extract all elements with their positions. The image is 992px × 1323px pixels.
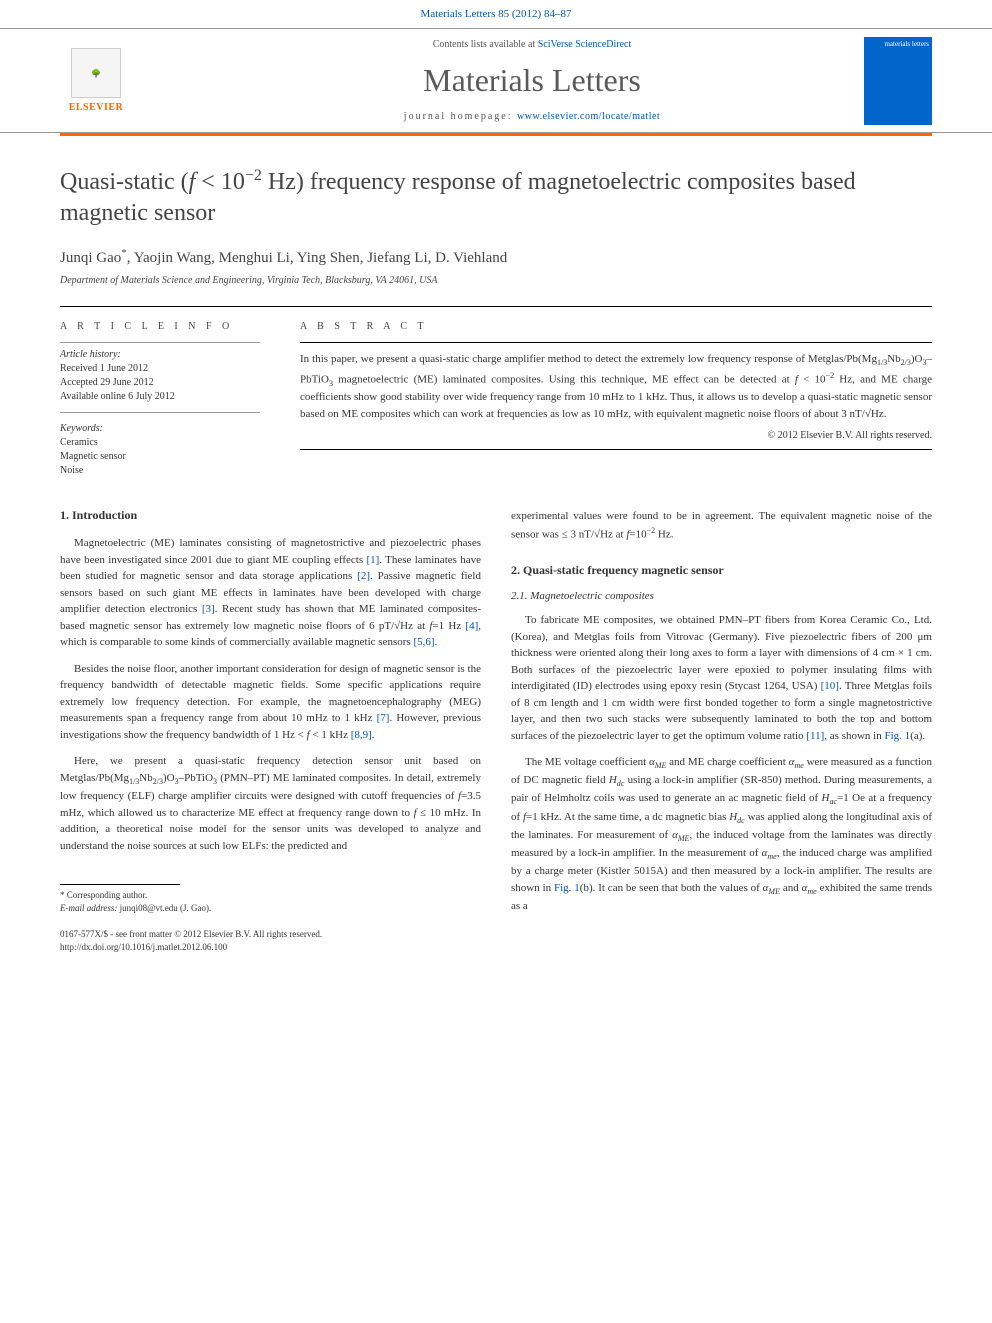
abstract-text: In this paper, we present a quasi-static… <box>300 351 932 422</box>
section-2-1-heading: 2.1. Magnetoelectric composites <box>511 590 932 602</box>
keyword: Magnetic sensor <box>60 450 260 464</box>
journal-header-center: Contents lists available at SciVerse Sci… <box>132 39 932 122</box>
rule-above-meta <box>60 306 932 307</box>
paragraph-continuation: experimental values were found to be in … <box>511 508 932 543</box>
email-label: E-mail address: <box>60 903 117 913</box>
right-column: experimental values were found to be in … <box>511 508 932 953</box>
elsevier-logo: 🌳 ELSEVIER <box>60 41 132 121</box>
article-info-heading: A R T I C L E I N F O <box>60 321 260 332</box>
abstract-block: A B S T R A C T In this paper, we presen… <box>300 321 932 478</box>
section-1-heading: 1. Introduction <box>60 508 481 523</box>
meta-row: A R T I C L E I N F O Article history: R… <box>60 321 932 478</box>
paragraph: Magnetoelectric (ME) laminates consistin… <box>60 535 481 651</box>
article-info-block: A R T I C L E I N F O Article history: R… <box>60 321 260 478</box>
history-item: Received 1 June 2012 <box>60 362 260 376</box>
contents-line: Contents lists available at SciVerse Sci… <box>132 39 932 50</box>
citation-text: Materials Letters 85 (2012) 84–87 <box>421 8 572 20</box>
journal-cover-thumb: materials letters <box>864 37 932 125</box>
abstract-rule-bottom <box>300 449 932 450</box>
homepage-prefix: journal homepage: <box>404 111 517 122</box>
email-address: junqi08@vt.edu (J. Gao). <box>120 903 212 913</box>
paragraph: To fabricate ME composites, we obtained … <box>511 612 932 744</box>
issn-line: 0167-577X/$ - see front matter © 2012 El… <box>60 928 481 941</box>
section-2-heading: 2. Quasi-static frequency magnetic senso… <box>511 563 932 578</box>
abstract-copyright: © 2012 Elsevier B.V. All rights reserved… <box>300 430 932 441</box>
footnote-rule <box>60 884 180 885</box>
corresponding-author-note: * Corresponding author. <box>60 889 481 902</box>
journal-name: Materials Letters <box>132 62 932 99</box>
keywords-label: Keywords: <box>60 423 260 434</box>
contents-prefix: Contents lists available at <box>433 39 538 50</box>
info-rule <box>60 412 260 413</box>
affiliation: Department of Materials Science and Engi… <box>60 275 932 286</box>
homepage-line: journal homepage: www.elsevier.com/locat… <box>132 111 932 122</box>
paragraph: Besides the noise floor, another importa… <box>60 661 481 744</box>
paragraph: Here, we present a quasi-static frequenc… <box>60 753 481 854</box>
cover-label: materials letters <box>867 40 929 48</box>
history-item: Available online 6 July 2012 <box>60 390 260 404</box>
info-rule <box>60 342 260 343</box>
article-title: Quasi-static (f < 10−2 Hz) frequency res… <box>60 166 932 229</box>
citation-bar: Materials Letters 85 (2012) 84–87 <box>0 0 992 28</box>
homepage-link[interactable]: www.elsevier.com/locate/matlet <box>517 111 660 122</box>
article-body: Quasi-static (f < 10−2 Hz) frequency res… <box>0 136 992 993</box>
keyword: Noise <box>60 464 260 478</box>
journal-header: 🌳 ELSEVIER Contents lists available at S… <box>0 28 992 133</box>
email-footnote: E-mail address: junqi08@vt.edu (J. Gao). <box>60 902 481 915</box>
doi-block: 0167-577X/$ - see front matter © 2012 El… <box>60 928 481 953</box>
abstract-rule <box>300 342 932 343</box>
sciencedirect-link[interactable]: SciVerse ScienceDirect <box>538 39 632 50</box>
paragraph: The ME voltage coefficient αME and ME ch… <box>511 754 932 914</box>
abstract-heading: A B S T R A C T <box>300 321 932 332</box>
history-item: Accepted 29 June 2012 <box>60 376 260 390</box>
elsevier-tree-icon: 🌳 <box>71 48 121 98</box>
publisher-name: ELSEVIER <box>69 102 124 113</box>
authors-line: Junqi Gao*, Yaojin Wang, Menghui Li, Yin… <box>60 247 932 267</box>
history-label: Article history: <box>60 349 260 360</box>
left-column: 1. Introduction Magnetoelectric (ME) lam… <box>60 508 481 953</box>
doi-line: http://dx.doi.org/10.1016/j.matlet.2012.… <box>60 941 481 954</box>
body-columns: 1. Introduction Magnetoelectric (ME) lam… <box>60 508 932 953</box>
keyword: Ceramics <box>60 436 260 450</box>
